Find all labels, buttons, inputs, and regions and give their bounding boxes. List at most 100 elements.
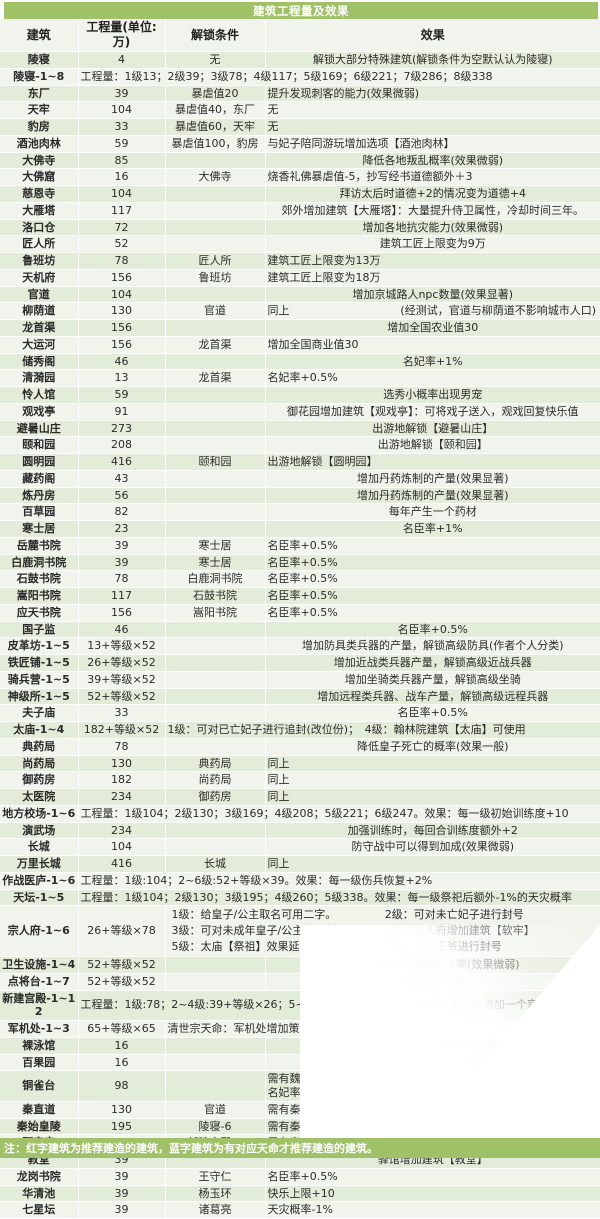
building-cost: 46 — [77, 621, 165, 639]
table-row: 太庙-1~4 182+等级×52 1级：可对已亡妃子进行追封(改位份)； 4级：翰林… — [0, 721, 600, 739]
building-name: 作战医庐-1~6 — [0, 872, 78, 890]
building-name: 龙首渠 — [0, 319, 78, 337]
table-row: 炼丹房 56 增加丹药炼制的产量(效果显著) — [0, 487, 600, 505]
building-cost: 416 — [77, 453, 165, 471]
table-row: 地方校场-1~6 工程量：1级104；2级130；3级169；4级208；5级22… — [0, 805, 600, 823]
building-condition — [164, 688, 265, 706]
building-condition: 白鹿洞书院 — [164, 570, 265, 588]
table-row: 应天书院 156 嵩阳书院 名臣率+0.5% — [0, 604, 600, 622]
effect-note: (经测试，官道与柳荫道不影响城市人口) — [400, 304, 596, 318]
building-effect: 增加丹药炼制的产量(效果显著) — [264, 470, 600, 488]
building-condition — [164, 386, 265, 404]
table-row: 太医院 234 御药房 同上 — [0, 788, 600, 806]
table-row: 龙岗书院 39 王守仁 名臣率+0.5% — [0, 1168, 600, 1186]
table-row: 百果园 16 需有魏文帝天命：唯爱珍果。后宫增加建筑【百果园】 — [0, 1054, 600, 1072]
table-header-row: 建筑 工程量(单位:万) 解锁条件 效果 — [0, 19, 600, 52]
building-condition: 无 — [164, 51, 265, 69]
building-condition: 御药房 — [164, 788, 265, 806]
table-row: 皮革坊-1~5 13+等级×52 增加防具类兵器的产量，解锁高级防具(作者个人分类) — [0, 637, 600, 655]
building-name: 东厂 — [0, 85, 78, 103]
building-condition: 嵩阳书院 — [164, 604, 265, 622]
header-cost: 工程量(单位:万) — [77, 19, 165, 52]
building-cost: 52+等级×52 — [77, 956, 165, 974]
building-cost: 39 — [77, 1185, 165, 1203]
building-condition — [164, 738, 265, 756]
effect-text: 选秀小概率出现男宠 — [383, 388, 483, 401]
table-row: 豹房 33 暴虐值60，天牢无 — [0, 118, 600, 136]
building-cost: 85 — [77, 152, 165, 170]
building-effect: 拜访太后时道德+2的情况变为道德+4 — [264, 185, 600, 203]
building-effect: 名臣率+1% — [264, 520, 600, 538]
building-effect: 加强训练时，每回合训练度额外+2 — [264, 822, 600, 840]
building-effect: (经测试，官道与柳荫道不影响城市人口) 同上 — [264, 302, 600, 320]
building-name: 应天书院 — [0, 604, 78, 622]
table-row: 官道 104 增加京城路人npc数量(效果显著) — [0, 286, 600, 304]
building-name: 万里长城 — [0, 855, 78, 873]
building-condition — [164, 654, 265, 672]
building-name: 官道 — [0, 286, 78, 304]
building-name: 嵩阳书院 — [0, 587, 78, 605]
building-name: 神级所-1~5 — [0, 688, 78, 706]
effect-text: 防守战中可以得到加成(效果微弱) — [351, 840, 515, 854]
building-cost: 156 — [77, 319, 165, 337]
building-condition — [164, 436, 265, 454]
table-row: 东厂 39 暴虐值20 提升发现刺客的能力(效果微弱) — [0, 85, 600, 103]
building-name: 鲁班坊 — [0, 252, 78, 270]
building-cost: 78 — [77, 252, 165, 270]
building-effect: 增加全国农业值30 — [264, 319, 600, 337]
table-row: 作战医庐-1~6 工程量：1级:104；2~6级:52+等级×39。效果：每一级伤… — [0, 872, 600, 890]
building-condition: 暴虐值100，豹房 — [164, 135, 265, 153]
table-row: 军机处-1~3 65+等级×65 清世宗天命：军机处增加策卡使用次数 — [0, 1020, 600, 1038]
building-condition: 龙首渠 — [164, 369, 265, 387]
building-condition — [164, 956, 265, 974]
table-row: 百草园 82 每年产生一个药材 — [0, 503, 600, 521]
effect-text: 需有魏文帝天命：唯爱珍果。后宫增加建筑【百果园】 — [300, 1055, 565, 1069]
building-cost: 43 — [77, 470, 165, 488]
building-condition: 诸葛亮 — [164, 1201, 265, 1219]
building-effect: 名臣率+0.5% — [264, 621, 600, 639]
table-row: 神级所-1~5 52+等级×52 增加远程类兵器、战车产量，解锁高级远程兵器 — [0, 688, 600, 706]
table-row: 怜人馆 59 选秀小概率出现男宠 — [0, 386, 600, 404]
building-effect: 同上 — [264, 788, 600, 806]
building-condition: 寒士居 — [164, 554, 265, 572]
building-name: 地方校场-1~6 — [0, 805, 78, 823]
building-condition: 龙首渠 — [164, 336, 265, 354]
table-row: 天牢 104 暴虐值40，东厂无 — [0, 101, 600, 119]
building-condition: 颐和园 — [164, 453, 265, 471]
table-row: 嵩阳书院 117 石鼓书院 名臣率+0.5% — [0, 587, 600, 605]
header-effect: 效果 — [264, 19, 600, 52]
effect-text: 名臣率+0.5% — [397, 622, 468, 636]
building-cost: 416 — [77, 855, 165, 873]
building-effect: 无 — [264, 118, 600, 136]
level-effect-item: 4级：宗人府增加建筑【软牢】 — [384, 924, 535, 938]
building-effect: 需有魏武帝：建安风骨。东殿增加建筑【铜雀台】 名妃率+5%，所有妃子魅 — [264, 1070, 600, 1102]
building-cost: 59 — [77, 386, 165, 404]
building-condition — [164, 286, 265, 304]
building-name: 颐和园 — [0, 436, 78, 454]
level-effect-item: 2级：可对未亡妃子进行封号 — [384, 908, 524, 922]
building-condition — [164, 520, 265, 538]
building-name: 骑兵营-1~5 — [0, 671, 78, 689]
building-name: 百果园 — [0, 1054, 78, 1072]
table-row: 观戏亭 91 御花园增加建筑【观戏亭】：可将戏子送入，观戏回复快乐值 — [0, 403, 600, 421]
building-cost: 65+等级×65 — [77, 1020, 165, 1038]
building-condition: 杨玉环 — [164, 1185, 265, 1203]
header-condition: 解锁条件 — [164, 19, 265, 52]
building-table: 建筑 工程量(单位:万) 解锁条件 效果 陵寝 4 无解锁大部分特殊建筑(解锁条件为… — [0, 19, 600, 1219]
building-name: 太医院 — [0, 788, 78, 806]
building-effect: 增加近战类兵器产量，解锁高级近战兵器 — [264, 654, 600, 672]
level-effect-item: 6级：可对王爷进行封号 — [384, 940, 502, 954]
effect-text: 建筑工匠上限变为9万 — [379, 237, 486, 251]
building-cost: 117 — [77, 587, 165, 605]
building-effect: 建筑工匠上限变为9万 — [264, 235, 600, 253]
building-condition — [164, 973, 265, 991]
effect-text: 御花园增加建筑【观戏亭】：可将戏子送入，观戏回复快乐值 — [287, 404, 579, 418]
building-condition — [164, 353, 265, 371]
table-row: 秦直道 130 官道 需有秦始皇天命：六世余 — [0, 1101, 600, 1119]
building-name: 裸泳馆 — [0, 1037, 78, 1055]
building-name: 点将台-1~7 — [0, 973, 78, 991]
effect-text: 每年产生一个药材 — [388, 505, 477, 519]
building-condition: 暴虐值40，东厂 — [164, 101, 265, 119]
building-cost: 52 — [77, 235, 165, 253]
